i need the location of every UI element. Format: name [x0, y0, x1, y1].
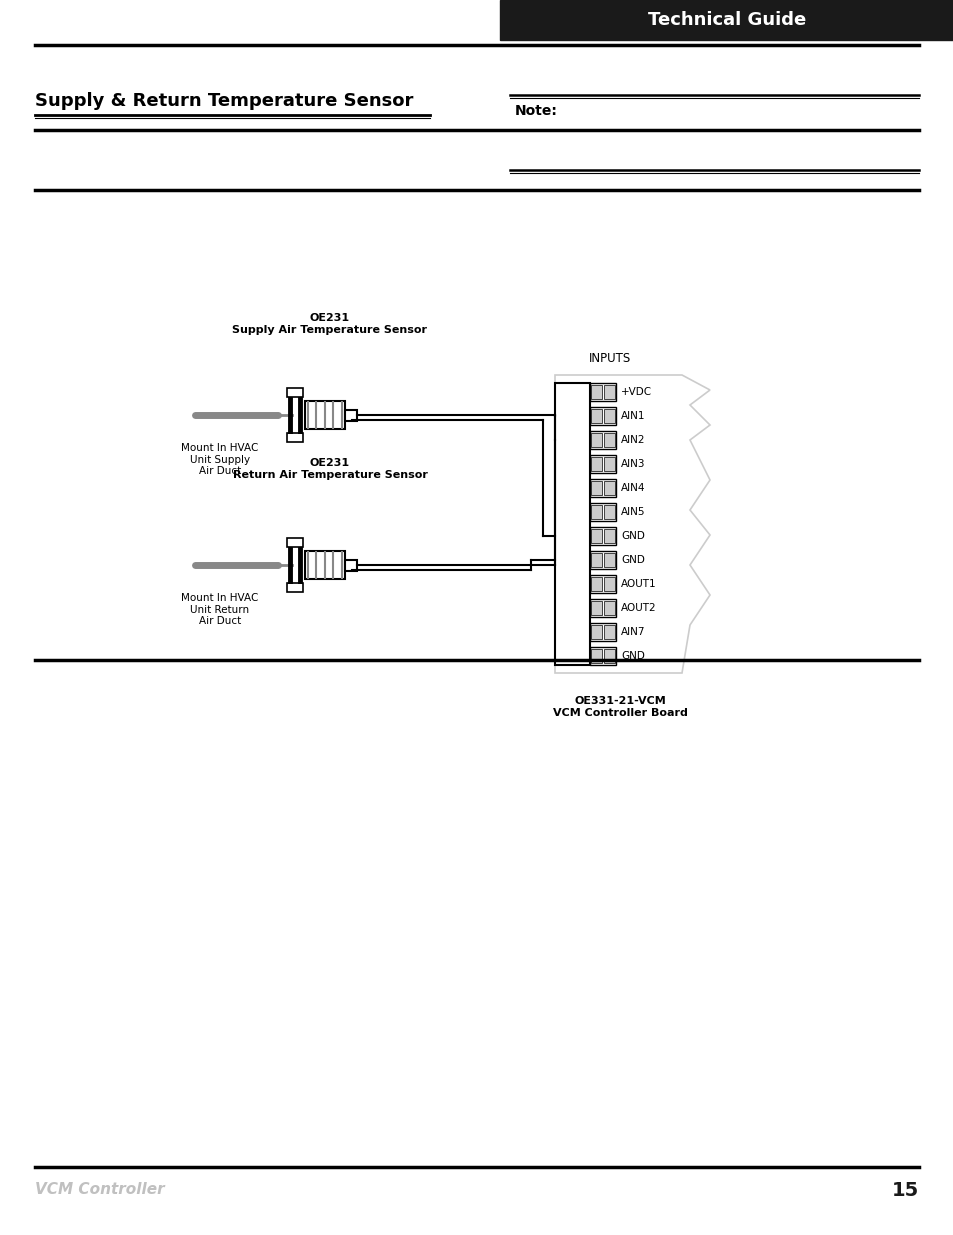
- Bar: [589, 599, 616, 618]
- Bar: [603, 480, 615, 495]
- Text: Technical Guide: Technical Guide: [647, 11, 805, 28]
- Bar: [590, 650, 601, 663]
- Bar: [287, 538, 303, 547]
- Bar: [590, 433, 601, 447]
- Text: +VDC: +VDC: [620, 387, 652, 396]
- Bar: [589, 479, 616, 496]
- Bar: [603, 505, 615, 519]
- Text: AIN5: AIN5: [620, 508, 645, 517]
- Bar: [305, 551, 345, 579]
- Bar: [287, 433, 303, 442]
- Bar: [590, 457, 601, 471]
- Bar: [287, 388, 303, 396]
- Bar: [589, 527, 616, 545]
- Bar: [590, 385, 601, 399]
- Bar: [590, 601, 601, 615]
- Bar: [345, 559, 356, 571]
- Text: VCM Controller: VCM Controller: [35, 1182, 165, 1198]
- Bar: [589, 576, 616, 593]
- Bar: [590, 480, 601, 495]
- Text: Mount In HVAC
Unit Supply
Air Duct: Mount In HVAC Unit Supply Air Duct: [181, 443, 258, 477]
- Bar: [555, 383, 589, 664]
- Bar: [603, 601, 615, 615]
- Bar: [589, 431, 616, 450]
- Text: AOUT1: AOUT1: [620, 579, 656, 589]
- Bar: [603, 650, 615, 663]
- Text: Mount In HVAC
Unit Return
Air Duct: Mount In HVAC Unit Return Air Duct: [181, 593, 258, 626]
- Bar: [499, 0, 953, 40]
- Bar: [589, 408, 616, 425]
- Text: Note:: Note:: [515, 104, 558, 119]
- Bar: [603, 385, 615, 399]
- Bar: [345, 410, 356, 420]
- Text: AIN3: AIN3: [620, 459, 645, 469]
- Bar: [603, 433, 615, 447]
- Bar: [590, 577, 601, 592]
- Bar: [603, 529, 615, 543]
- Bar: [305, 401, 345, 429]
- Bar: [589, 647, 616, 664]
- Text: AOUT2: AOUT2: [620, 603, 656, 613]
- Text: AIN1: AIN1: [620, 411, 645, 421]
- Text: Supply & Return Temperature Sensor: Supply & Return Temperature Sensor: [35, 91, 413, 110]
- Bar: [603, 457, 615, 471]
- Text: INPUTS: INPUTS: [588, 352, 631, 366]
- Bar: [589, 383, 616, 401]
- Text: GND: GND: [620, 651, 644, 661]
- Text: AIN2: AIN2: [620, 435, 645, 445]
- Bar: [603, 409, 615, 424]
- Bar: [590, 529, 601, 543]
- Text: GND: GND: [620, 555, 644, 564]
- Bar: [603, 625, 615, 638]
- Bar: [590, 625, 601, 638]
- Text: 15: 15: [891, 1181, 918, 1199]
- Bar: [287, 583, 303, 592]
- Text: OE231
Return Air Temperature Sensor: OE231 Return Air Temperature Sensor: [233, 458, 427, 480]
- Text: AIN7: AIN7: [620, 627, 645, 637]
- Text: AIN4: AIN4: [620, 483, 645, 493]
- Bar: [603, 553, 615, 567]
- Bar: [590, 553, 601, 567]
- Text: OE231
Supply Air Temperature Sensor: OE231 Supply Air Temperature Sensor: [233, 314, 427, 335]
- Bar: [590, 505, 601, 519]
- Bar: [589, 503, 616, 521]
- Text: OE331-21-VCM
VCM Controller Board: OE331-21-VCM VCM Controller Board: [552, 697, 687, 718]
- Bar: [589, 454, 616, 473]
- Bar: [589, 551, 616, 569]
- Bar: [603, 577, 615, 592]
- Text: GND: GND: [620, 531, 644, 541]
- Bar: [590, 409, 601, 424]
- Bar: [589, 622, 616, 641]
